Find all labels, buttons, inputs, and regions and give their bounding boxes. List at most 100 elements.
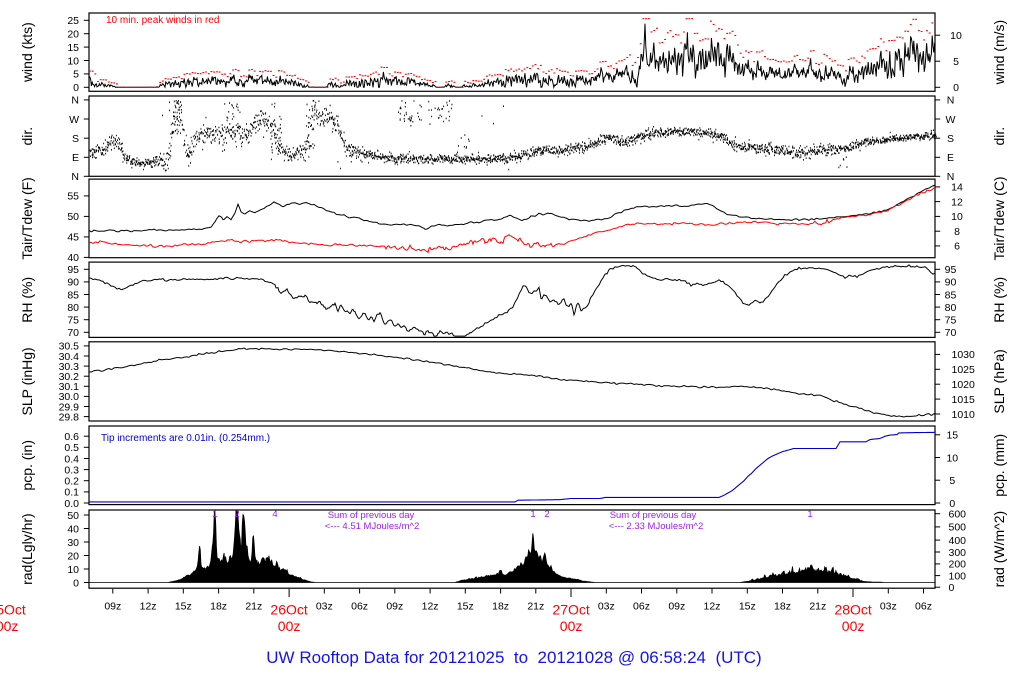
svg-text:90: 90 [945, 277, 957, 289]
svg-text:12: 12 [951, 196, 963, 208]
svg-text:80: 80 [67, 302, 79, 314]
svg-text:1015: 1015 [952, 394, 976, 406]
svg-text:00z: 00z [560, 618, 583, 634]
svg-text:W: W [69, 114, 79, 126]
svg-text:0.6: 0.6 [64, 431, 79, 443]
svg-text:75: 75 [945, 315, 957, 327]
svg-text:30.5: 30.5 [59, 341, 80, 353]
svg-text:95: 95 [67, 264, 79, 276]
svg-text:15z: 15z [739, 601, 756, 613]
svg-text:8: 8 [954, 226, 960, 238]
svg-text:85: 85 [67, 289, 79, 301]
svg-text:30.0: 30.0 [59, 391, 80, 403]
svg-text:400: 400 [949, 535, 967, 547]
svg-text:Sum of previous day: Sum of previous day [328, 510, 415, 521]
svg-text:15z: 15z [175, 601, 192, 613]
svg-text:100: 100 [949, 570, 967, 582]
svg-text:25Oct: 25Oct [0, 602, 26, 618]
svg-text:21z: 21z [527, 601, 544, 613]
svg-text:N: N [947, 95, 955, 107]
svg-text:1025: 1025 [952, 364, 976, 376]
svg-text:dir.: dir. [19, 127, 35, 146]
svg-text:12z: 12z [422, 601, 439, 613]
svg-text:29.8: 29.8 [59, 411, 80, 423]
svg-text:03z: 03z [598, 601, 615, 613]
svg-text:300: 300 [949, 547, 967, 559]
svg-text:06z: 06z [633, 601, 650, 613]
svg-text:50: 50 [67, 510, 79, 522]
svg-text:RH (%): RH (%) [991, 277, 1007, 323]
svg-text:15: 15 [67, 42, 79, 54]
svg-text:95: 95 [945, 264, 957, 276]
svg-text:0: 0 [949, 582, 955, 594]
svg-text:30.3: 30.3 [59, 361, 80, 373]
svg-text:27Oct: 27Oct [552, 602, 589, 618]
svg-text:1020: 1020 [952, 379, 976, 391]
svg-text:12z: 12z [140, 601, 157, 613]
svg-text:15z: 15z [457, 601, 474, 613]
svg-text:<--- 4.51 MJoules/m^2: <--- 4.51 MJoules/m^2 [325, 521, 419, 532]
svg-text:pcp. (mm): pcp. (mm) [991, 434, 1007, 497]
svg-text:03z: 03z [316, 601, 333, 613]
svg-text:500: 500 [949, 522, 967, 534]
svg-text:rad (W/m^2): rad (W/m^2) [991, 511, 1007, 588]
svg-text:wind (kts): wind (kts) [19, 22, 35, 83]
svg-text:2: 2 [544, 509, 549, 520]
svg-text:rad(Lgly/hr): rad(Lgly/hr) [19, 513, 35, 585]
svg-text:06z: 06z [915, 601, 932, 613]
svg-text:15: 15 [946, 430, 958, 442]
svg-text:00z: 00z [842, 618, 865, 634]
svg-text:Tair/Tdew (C): Tair/Tdew (C) [991, 176, 1007, 260]
svg-text:18z: 18z [774, 601, 791, 613]
svg-text:1: 1 [212, 509, 217, 520]
svg-text:Sum of previous day: Sum of previous day [610, 510, 697, 521]
svg-text:dir.: dir. [991, 127, 1007, 146]
svg-text:S: S [72, 133, 79, 145]
svg-text:SLP (inHg): SLP (inHg) [19, 347, 35, 415]
svg-text:10: 10 [67, 55, 79, 67]
svg-text:4: 4 [272, 509, 277, 520]
svg-text:6: 6 [954, 241, 960, 253]
svg-text:S: S [947, 133, 954, 145]
svg-text:10 min. peak winds in red: 10 min. peak winds in red [106, 15, 219, 26]
svg-text:21z: 21z [809, 601, 826, 613]
svg-text:25: 25 [67, 15, 79, 27]
svg-text:N: N [947, 171, 955, 183]
svg-text:<--- 2.33 MJoules/m^2: <--- 2.33 MJoules/m^2 [609, 521, 703, 532]
svg-text:30.4: 30.4 [59, 351, 80, 363]
svg-text:55: 55 [67, 191, 79, 203]
svg-text:30.1: 30.1 [59, 381, 80, 393]
svg-text:00z: 00z [0, 618, 18, 634]
svg-text:1: 1 [530, 509, 535, 520]
svg-text:Tip increments are 0.01in. (0.: Tip increments are 0.01in. (0.254mm.) [101, 433, 270, 444]
svg-text:20: 20 [67, 550, 79, 562]
svg-text:50: 50 [67, 211, 79, 223]
svg-text:09z: 09z [668, 601, 685, 613]
svg-text:29.9: 29.9 [59, 401, 80, 413]
svg-text:10: 10 [946, 452, 958, 464]
svg-text:2: 2 [234, 509, 239, 520]
svg-text:0: 0 [949, 498, 955, 510]
svg-text:20: 20 [67, 29, 79, 41]
svg-text:200: 200 [949, 559, 967, 571]
svg-text:21z: 21z [245, 601, 262, 613]
svg-text:30: 30 [67, 537, 79, 549]
svg-text:40: 40 [67, 252, 79, 264]
svg-text:0.0: 0.0 [64, 498, 79, 510]
svg-text:RH (%): RH (%) [19, 277, 35, 323]
svg-text:Tair/Tdew (F): Tair/Tdew (F) [19, 177, 35, 259]
svg-text:70: 70 [945, 327, 957, 339]
svg-text:45: 45 [67, 232, 79, 244]
svg-text:18z: 18z [492, 601, 509, 613]
svg-text:N: N [71, 95, 79, 107]
svg-text:W: W [946, 114, 956, 126]
svg-text:80: 80 [945, 302, 957, 314]
svg-text:0.4: 0.4 [64, 453, 79, 465]
svg-text:600: 600 [949, 509, 967, 521]
svg-text:SLP (hPa): SLP (hPa) [991, 349, 1007, 413]
svg-text:30.2: 30.2 [59, 371, 80, 383]
svg-text:06z: 06z [351, 601, 368, 613]
svg-text:10: 10 [951, 211, 963, 223]
svg-text:00z: 00z [278, 618, 301, 634]
svg-text:09z: 09z [386, 601, 403, 613]
